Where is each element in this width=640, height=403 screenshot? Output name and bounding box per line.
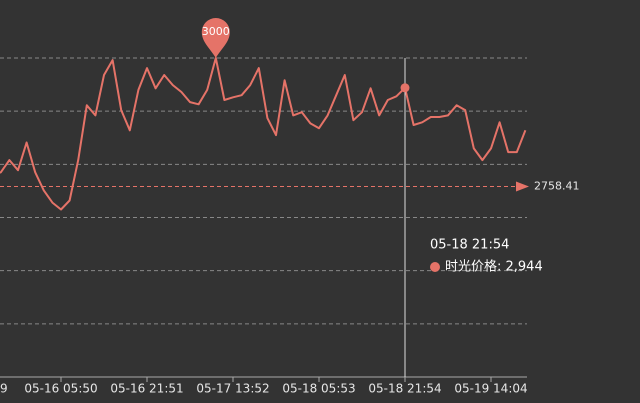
tooltip-value: 时光价格: 2,944 <box>445 259 543 275</box>
tooltip-marker <box>430 262 440 272</box>
mark-line-label: 2758.41 <box>534 179 580 192</box>
max-pin <box>201 18 230 59</box>
hover-point <box>400 83 410 93</box>
x-tick-label: 9 <box>0 382 8 396</box>
tooltip-title: 05-18 21:54 <box>430 238 509 253</box>
x-tick-label: 05-19 14:04 <box>454 382 527 396</box>
x-tick-label: 05-16 05:50 <box>24 382 97 396</box>
x-tick-label: 05-18 21:54 <box>368 382 441 396</box>
x-tick-label: 05-18 05:53 <box>282 382 355 396</box>
mark-line-arrow <box>516 181 529 192</box>
line-series <box>0 57 527 211</box>
max-pin-label: 3000 <box>202 25 230 38</box>
x-tick-label: 05-17 13:52 <box>196 382 269 396</box>
x-tick-label: 05-16 21:51 <box>110 382 183 396</box>
